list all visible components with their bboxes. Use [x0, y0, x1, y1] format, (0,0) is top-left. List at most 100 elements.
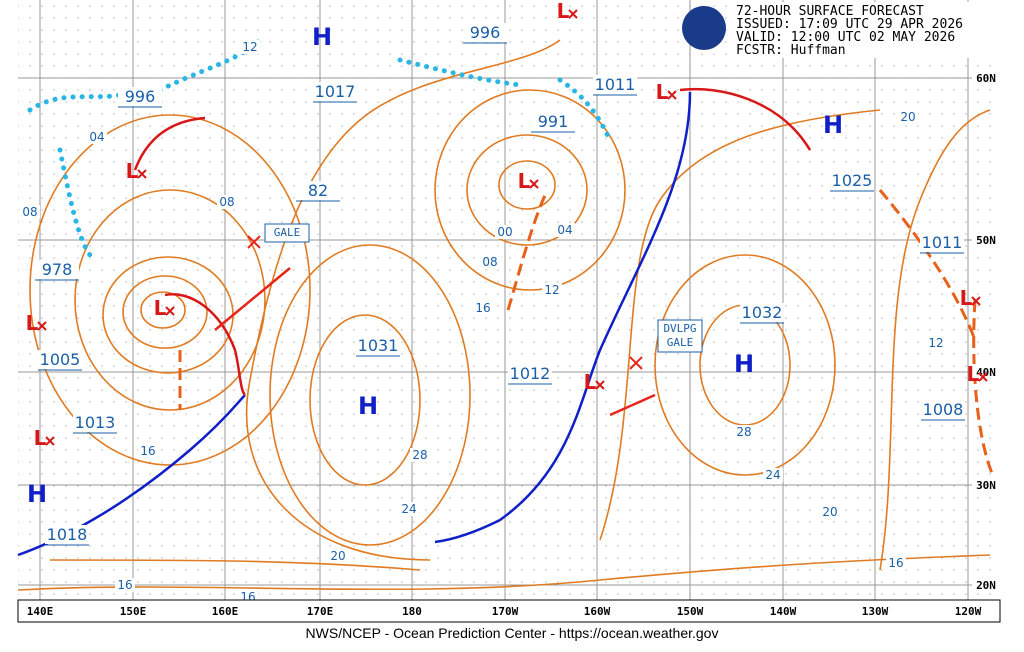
warning-x [247, 235, 261, 249]
isobar-label-bg [542, 283, 562, 297]
isobar-label: 04 [557, 223, 572, 237]
low-center: L [656, 80, 669, 104]
low-center-x [37, 321, 47, 331]
isobar-label: 16 [117, 578, 132, 592]
isobar-label-bg [87, 130, 107, 144]
low-center: L [557, 0, 570, 23]
isobar-label: 20 [330, 549, 345, 563]
latitude-label-bg [972, 364, 1000, 379]
longitude-label: 160W [584, 605, 611, 618]
isobar-label: 00 [497, 225, 512, 239]
longitude-label: 170E [307, 605, 334, 618]
low-center: L [126, 159, 139, 183]
isobar-label: 08 [219, 195, 234, 209]
low-center-x [45, 436, 55, 446]
low-center-x [137, 169, 147, 179]
isobar-label-bg [328, 549, 348, 563]
pressure-label-bg [921, 400, 965, 419]
pressure-label-bg [73, 413, 117, 432]
longitude-bar [17, 599, 1001, 623]
low-center-x [165, 306, 175, 316]
low-center: L [960, 286, 973, 310]
pressure-label: 1005 [40, 350, 81, 369]
latitude-label-bg [972, 477, 1000, 492]
isobar-label: 16 [140, 444, 155, 458]
isobar-label: 04 [89, 130, 104, 144]
warm-front [133, 87, 812, 396]
isobars [17, 39, 991, 591]
latitude-label: 20N [976, 579, 996, 592]
pressure-label: 996 [470, 23, 501, 42]
pressure-label-bg [296, 181, 340, 200]
isobar-label-bg [20, 205, 40, 219]
low-center: L [584, 370, 597, 394]
isobar-label: 08 [482, 255, 497, 269]
isobar-label-bg [495, 225, 515, 239]
low-center-x [667, 90, 677, 100]
pressure-label-bg [593, 75, 637, 94]
header-title: 72-HOUR SURFACE FORECAST [736, 4, 924, 19]
pressure-label: 1008 [923, 400, 964, 419]
low-center-x [978, 372, 988, 382]
isobar-label: 16 [475, 301, 490, 315]
motion-arrow [214, 267, 656, 417]
ice-edge [27, 37, 613, 263]
longitude-label: 160E [212, 605, 239, 618]
low-center: L [518, 169, 531, 193]
low-center-x [529, 179, 539, 189]
latitude-label: 60N [976, 72, 996, 85]
longitude-label: 150E [120, 605, 147, 618]
pressure-label-bg [830, 171, 874, 190]
low-center: L [34, 426, 47, 450]
pressure-label: 978 [42, 260, 73, 279]
isobar-label-bg [399, 502, 419, 516]
noaa-logo [682, 6, 726, 50]
pressure-label: 1013 [75, 413, 116, 432]
pressure-label: 991 [538, 112, 569, 131]
isobar-label-bg [886, 556, 906, 570]
pressure-label: 1025 [832, 171, 873, 190]
latitude-label-bg [972, 232, 1000, 247]
isobar-label: 08 [22, 205, 37, 219]
high-center: H [312, 23, 332, 51]
longitude-label: 140W [770, 605, 797, 618]
pressure-label-bg [118, 87, 162, 106]
pressure-label: 1017 [315, 82, 356, 101]
warning-label: DVLPG [663, 322, 696, 335]
low-center-x [568, 9, 578, 19]
low-center-x [971, 296, 981, 306]
pressure-label: 82 [308, 181, 328, 200]
high-center: H [734, 350, 754, 378]
isobar-label-bg [898, 110, 918, 124]
pressure-label: 996 [125, 87, 156, 106]
isobar-label-bg [410, 448, 430, 462]
high-center: H [358, 392, 378, 420]
latitude-label: 30N [976, 479, 996, 492]
isobar-label-bg [115, 578, 135, 592]
cold-front [434, 91, 692, 544]
isobar-label: 24 [401, 502, 416, 516]
isobar-label: 12 [544, 283, 559, 297]
warning-x [629, 356, 643, 370]
pressure-label-bg [35, 260, 79, 279]
isobar-label-bg [734, 425, 754, 439]
pressure-label: 1018 [47, 525, 88, 544]
pressure-label: 1032 [742, 303, 783, 322]
isobar-label-bg [138, 444, 158, 458]
warning-box [657, 319, 703, 353]
latitude-label: 50N [976, 234, 996, 247]
isobar-label: 16 [888, 556, 903, 570]
pressure-label-bg [531, 112, 575, 131]
longitude-label: 140E [27, 605, 54, 618]
longitude-label: 170W [492, 605, 519, 618]
pressure-label: 1011 [922, 233, 963, 252]
pressure-label-bg [356, 336, 400, 355]
pressure-label-bg [45, 525, 89, 544]
pressure-label-bg [463, 23, 507, 42]
pressure-label: 1031 [358, 336, 399, 355]
low-center: L [967, 362, 980, 386]
isobar-label: 20 [822, 505, 837, 519]
isobar-label-bg [217, 195, 237, 209]
